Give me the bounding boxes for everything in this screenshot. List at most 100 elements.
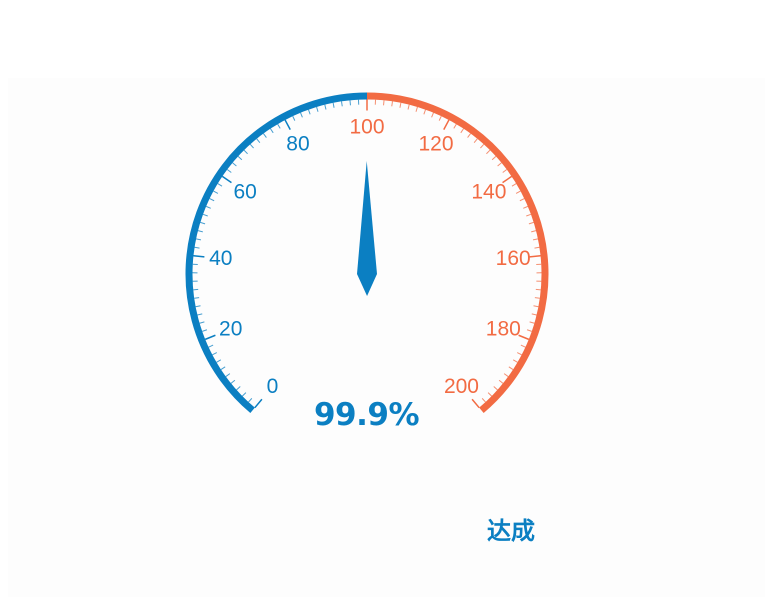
gauge-minor-tick — [491, 155, 497, 161]
gauge-minor-tick — [194, 246, 200, 249]
gauge-minor-tick — [399, 102, 402, 108]
gauge-minor-tick — [498, 379, 504, 384]
gauge-minor-tick — [511, 183, 517, 187]
gauge-minor-tick — [391, 101, 393, 107]
gauge-minor-tick — [213, 190, 219, 194]
gauge-minor-tick — [423, 109, 427, 115]
gauge-major-tick-80 — [284, 119, 291, 130]
gauge-major-tick-160 — [529, 255, 541, 258]
gauge-minor-tick — [209, 198, 215, 202]
gauge-tick-label-200: 200 — [444, 375, 479, 398]
gauge-minor-tick — [407, 104, 410, 110]
gauge-minor-tick — [526, 329, 532, 332]
gauge-minor-tick — [531, 230, 537, 233]
gauge-tick-label-0: 0 — [267, 375, 279, 398]
gauge-minor-tick — [307, 109, 311, 115]
gauge-minor-tick — [515, 190, 521, 194]
gauge-tick-label-80: 80 — [286, 133, 309, 156]
gauge-minor-tick — [202, 329, 208, 332]
gauge-major-tick-180 — [518, 334, 530, 341]
gauge-minor-tick — [523, 205, 529, 209]
gauge-minor-tick — [526, 213, 532, 217]
gauge-minor-tick — [197, 313, 203, 316]
gauge-minor-tick — [292, 115, 296, 121]
gauge-minor-tick — [497, 162, 502, 167]
gauge-major-tick-200 — [471, 398, 480, 409]
gauge-minor-tick — [508, 366, 514, 370]
gauge-minor-tick — [534, 246, 540, 249]
gauge-tick-label-20: 20 — [219, 318, 242, 341]
gauge-tick-label-180: 180 — [486, 318, 521, 341]
gauge-minor-tick — [202, 213, 208, 217]
gauge-minor-tick — [316, 106, 319, 112]
gauge-minor-tick — [460, 128, 464, 134]
gauge-minor-tick — [263, 133, 267, 138]
gauge-minor-tick — [195, 238, 202, 241]
gauge-minor-tick — [200, 221, 206, 225]
gauge-major-tick-20 — [204, 334, 216, 341]
gauge-minor-tick — [486, 149, 491, 155]
gauge-minor-tick — [256, 138, 261, 143]
gauge-minor-tick — [533, 305, 539, 308]
gauge-minor-tick — [531, 313, 537, 316]
gauge-tick-label-140: 140 — [471, 180, 506, 203]
gauge-minor-tick — [205, 205, 211, 209]
gauge-minor-tick — [249, 143, 254, 149]
gauge-minor-tick — [487, 392, 493, 397]
gauge-minor-tick — [220, 366, 226, 370]
gauge-minor-tick — [341, 101, 343, 107]
gauge-minor-tick — [199, 321, 205, 324]
gauge-needle — [357, 161, 377, 296]
gauge-tick-label-60: 60 — [233, 180, 256, 203]
gauge-band-0 — [185, 92, 368, 414]
gauge-tick-label-160: 160 — [496, 247, 531, 270]
gauge-minor-tick — [195, 305, 201, 308]
gauge-minor-tick — [519, 198, 525, 202]
gauge-minor-tick — [324, 104, 327, 110]
gauge-minor-tick — [194, 297, 200, 299]
gauge-minor-tick — [270, 128, 274, 134]
gauge-minor-tick — [502, 169, 508, 173]
gauge-minor-tick — [493, 386, 498, 391]
gauge-minor-tick — [208, 344, 214, 348]
gauge-major-tick-140 — [502, 175, 513, 184]
gauge-minor-tick — [453, 123, 457, 129]
gauge-major-tick-0 — [254, 398, 263, 409]
gauge-card — [8, 78, 765, 597]
gauge-minor-tick — [237, 155, 243, 161]
gauge-minor-tick — [532, 238, 539, 241]
gauge-minor-tick — [241, 392, 247, 397]
gauge-minor-tick — [217, 183, 223, 187]
gauge-minor-tick — [431, 112, 434, 118]
gauge-minor-tick — [243, 149, 248, 155]
gauge-minor-tick — [332, 102, 335, 108]
gauge-minor-tick — [277, 123, 281, 129]
gauge-minor-tick — [473, 138, 478, 143]
gauge-minor-tick — [248, 398, 253, 403]
gauge-minor-tick — [230, 379, 236, 384]
gauge-value-readout: 99.9% — [313, 397, 420, 433]
status-label: 达成 — [487, 517, 535, 545]
gauge-minor-tick — [197, 230, 203, 233]
gauge-minor-tick — [503, 373, 509, 377]
gauge-minor-tick — [438, 115, 442, 121]
gauge-minor-tick — [512, 359, 518, 363]
gauge-minor-tick — [300, 112, 303, 118]
gauge-minor-tick — [226, 169, 232, 173]
gauge-band-1 — [366, 92, 549, 414]
gauge-minor-tick — [516, 352, 522, 356]
gauge-chart: 0 20 40 60 80 100 120 140 160 180 200 — [185, 92, 549, 414]
gauge-tick-label-120: 120 — [418, 133, 453, 156]
gauge-minor-tick — [212, 352, 218, 356]
gauge-minor-tick — [216, 359, 222, 363]
gauge-minor-tick — [236, 386, 241, 391]
gauge-minor-tick — [415, 106, 418, 112]
gauge-minor-tick — [481, 398, 486, 403]
gauge-minor-tick — [520, 344, 526, 348]
gauge-minor-tick — [480, 143, 485, 149]
gauge-minor-tick — [467, 133, 471, 138]
gauge-tick-label-40: 40 — [209, 247, 232, 270]
gauge-major-tick-60 — [221, 175, 232, 184]
gauge-tick-label-100: 100 — [349, 116, 384, 139]
gauge-major-tick-40 — [193, 255, 205, 258]
